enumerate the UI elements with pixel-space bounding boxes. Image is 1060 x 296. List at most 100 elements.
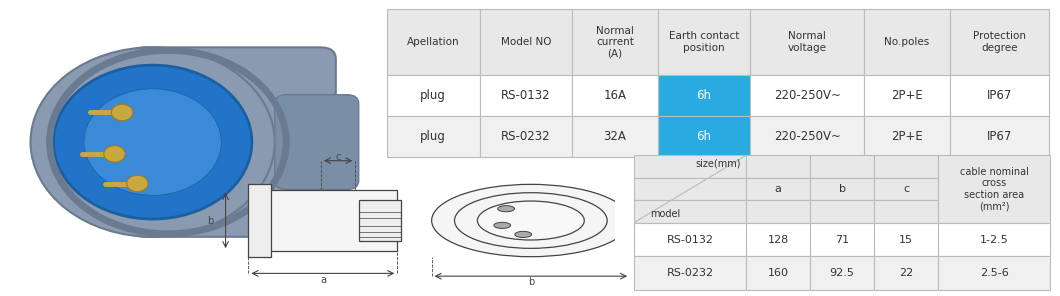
Text: Model NO: Model NO <box>500 37 551 47</box>
Bar <box>874 223 938 256</box>
Bar <box>634 256 746 290</box>
Circle shape <box>497 206 514 212</box>
Text: 6h: 6h <box>696 130 711 143</box>
Bar <box>479 116 572 157</box>
Bar <box>746 256 810 290</box>
Text: plug: plug <box>420 89 446 102</box>
Text: 220-250V~: 220-250V~ <box>774 89 841 102</box>
Bar <box>750 9 864 75</box>
Bar <box>810 178 874 200</box>
Bar <box>810 256 874 290</box>
Text: RS-0232: RS-0232 <box>667 268 713 278</box>
FancyBboxPatch shape <box>129 47 336 237</box>
Text: RS-0232: RS-0232 <box>501 130 550 143</box>
Bar <box>864 9 950 75</box>
Bar <box>572 9 657 75</box>
Bar <box>746 178 810 200</box>
Text: size(mm): size(mm) <box>695 158 741 168</box>
Bar <box>746 155 810 178</box>
Bar <box>657 116 750 157</box>
Circle shape <box>111 104 132 121</box>
Bar <box>572 116 657 157</box>
Text: 220-250V~: 220-250V~ <box>774 130 841 143</box>
Bar <box>750 116 864 157</box>
Bar <box>746 200 810 223</box>
Bar <box>810 223 874 256</box>
Bar <box>750 75 864 116</box>
Bar <box>387 116 479 157</box>
Text: a: a <box>320 275 325 285</box>
Bar <box>634 223 746 256</box>
Circle shape <box>455 193 607 248</box>
Bar <box>864 75 950 116</box>
Bar <box>950 116 1049 157</box>
Circle shape <box>494 222 511 229</box>
Bar <box>634 178 746 200</box>
Circle shape <box>127 175 148 192</box>
Text: 128: 128 <box>767 234 789 244</box>
Bar <box>950 75 1049 116</box>
Text: IP67: IP67 <box>987 130 1012 143</box>
Bar <box>387 9 479 75</box>
Text: cable nominal
cross
section area
(mm²): cable nominal cross section area (mm²) <box>960 167 1029 211</box>
Text: 6h: 6h <box>696 89 711 102</box>
Circle shape <box>515 231 532 237</box>
Bar <box>938 155 1050 223</box>
Circle shape <box>477 201 584 240</box>
Text: 2P+E: 2P+E <box>891 89 923 102</box>
Circle shape <box>84 89 222 195</box>
Bar <box>874 178 938 200</box>
Circle shape <box>31 47 275 237</box>
Text: b: b <box>207 215 213 226</box>
Text: 2P+E: 2P+E <box>891 130 923 143</box>
Bar <box>864 116 950 157</box>
Text: IP67: IP67 <box>987 89 1012 102</box>
Text: 92.5: 92.5 <box>830 268 854 278</box>
Text: 2.5-6: 2.5-6 <box>980 268 1009 278</box>
Text: Normal
current
(A): Normal current (A) <box>596 25 634 59</box>
Text: Protection
degree: Protection degree <box>973 31 1026 53</box>
Bar <box>874 155 938 178</box>
Text: No.poles: No.poles <box>884 37 930 47</box>
Circle shape <box>53 65 252 219</box>
Text: 16A: 16A <box>603 89 626 102</box>
FancyBboxPatch shape <box>275 95 358 189</box>
Circle shape <box>431 184 630 257</box>
Text: model: model <box>650 209 681 219</box>
Text: 15: 15 <box>899 234 914 244</box>
Bar <box>634 155 746 178</box>
Text: 32A: 32A <box>603 130 626 143</box>
Text: RS-0132: RS-0132 <box>501 89 550 102</box>
Text: RS-0132: RS-0132 <box>667 234 713 244</box>
Text: 22: 22 <box>899 268 914 278</box>
Bar <box>252 190 398 251</box>
Text: 1-2.5: 1-2.5 <box>980 234 1009 244</box>
Bar <box>746 223 810 256</box>
Text: Apellation: Apellation <box>407 37 460 47</box>
Text: Earth contact
position: Earth contact position <box>669 31 739 53</box>
Circle shape <box>104 146 125 162</box>
Bar <box>874 256 938 290</box>
Bar <box>572 75 657 116</box>
Bar <box>479 9 572 75</box>
Text: plug: plug <box>420 130 446 143</box>
Text: 160: 160 <box>767 268 789 278</box>
Bar <box>950 9 1049 75</box>
Text: Normal
voltage: Normal voltage <box>788 31 827 53</box>
Bar <box>810 200 874 223</box>
Bar <box>810 155 874 178</box>
Text: b: b <box>528 277 534 287</box>
Bar <box>387 75 479 116</box>
Bar <box>634 200 746 223</box>
Text: b: b <box>838 184 846 194</box>
Text: a: a <box>775 184 781 194</box>
Bar <box>657 75 750 116</box>
Text: c: c <box>335 152 341 162</box>
Bar <box>657 9 750 75</box>
Bar <box>248 184 271 257</box>
Bar <box>938 223 1050 256</box>
Bar <box>874 200 938 223</box>
Text: 71: 71 <box>835 234 849 244</box>
Bar <box>359 200 401 242</box>
Bar <box>479 75 572 116</box>
